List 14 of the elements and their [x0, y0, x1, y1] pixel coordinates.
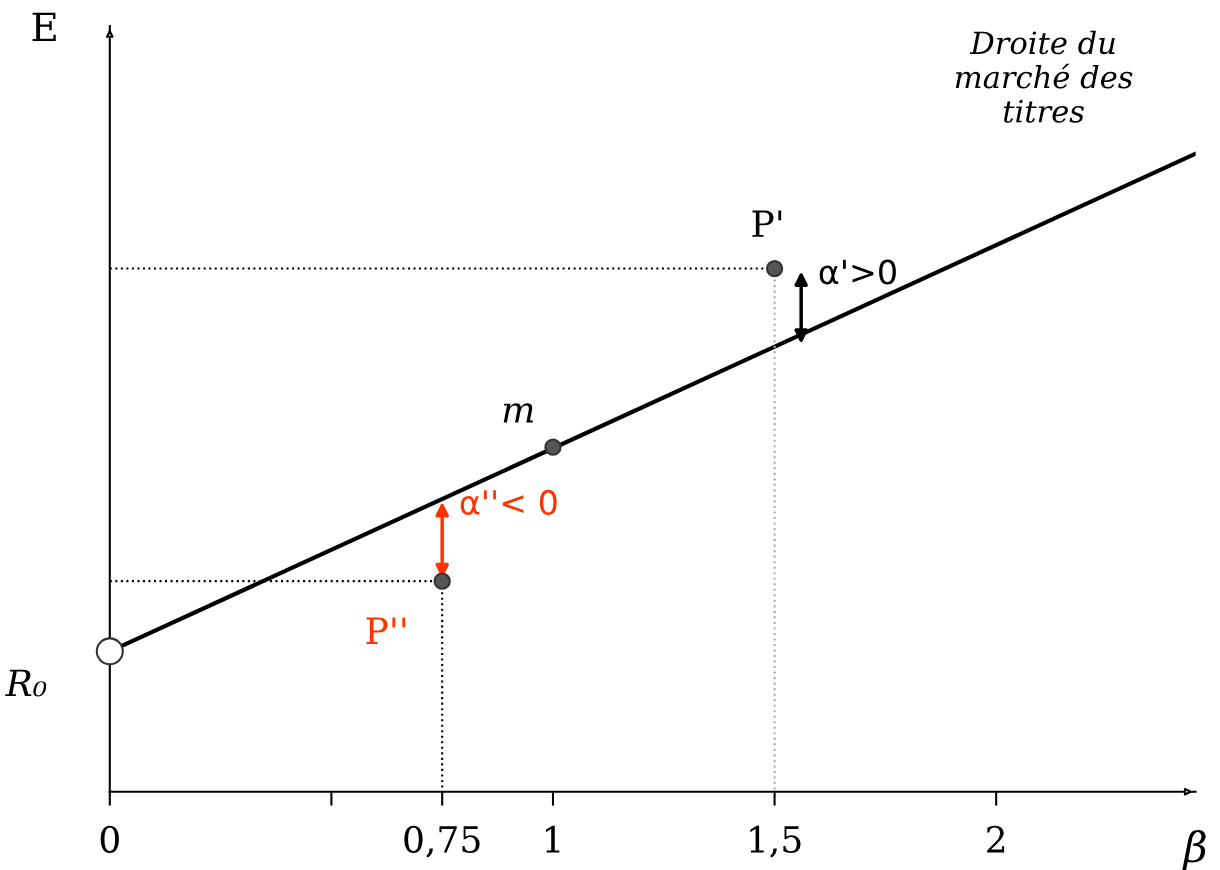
annotation: α''< 0 [460, 489, 557, 516]
x-tick-label: 2 [987, 825, 1005, 853]
series-label: Droite du marché des titres [955, 30, 1133, 123]
x-tick-label: 1 [545, 825, 560, 853]
x-tick-label: 0,75 [404, 825, 480, 858]
y-axis-title: E [32, 12, 56, 41]
annotation: P'' [366, 617, 406, 644]
annotation: m [503, 403, 533, 423]
x-axis-title: β [1182, 829, 1206, 870]
annotation: R₀ [5, 669, 47, 697]
annotation: α'>0 [819, 259, 896, 285]
x-tick-label: 1,5 [750, 825, 801, 858]
x-tick-label: 0 [100, 825, 119, 853]
annotation: P' [752, 210, 782, 237]
